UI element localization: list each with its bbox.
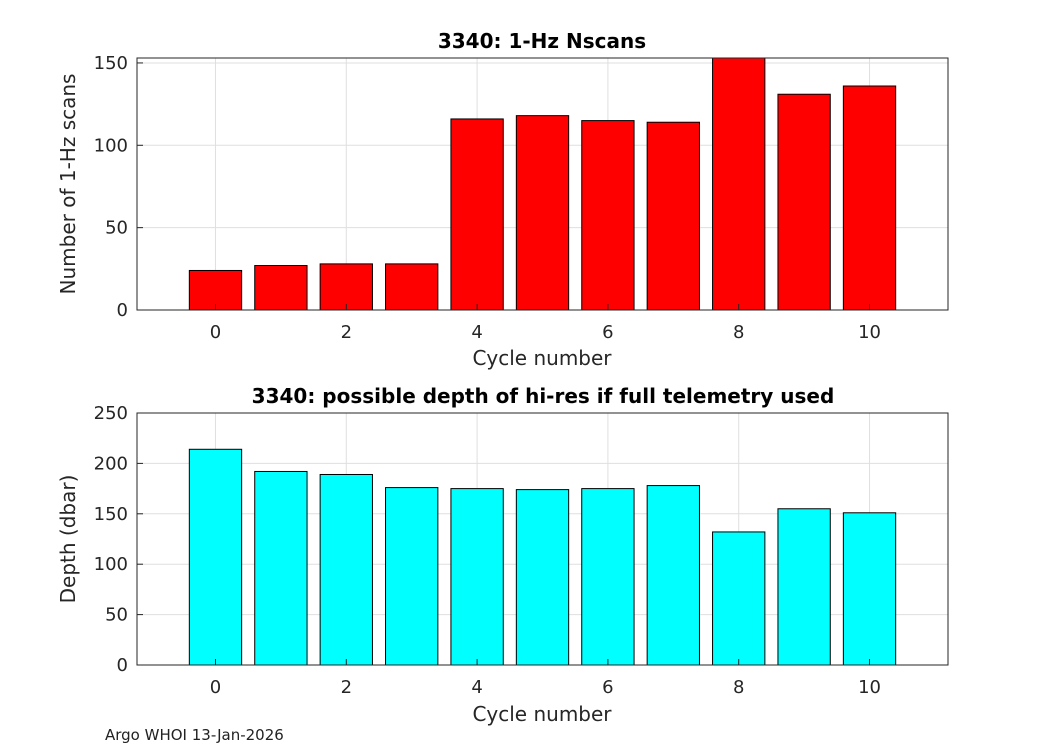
y-tick-label: 200 bbox=[94, 453, 128, 474]
y-tick-label: 250 bbox=[94, 403, 128, 424]
y-tick-label: 150 bbox=[94, 504, 128, 525]
bar-cycle-3 bbox=[385, 487, 439, 666]
bar-cycle-7 bbox=[646, 485, 700, 666]
x-tick-label: 0 bbox=[210, 322, 221, 343]
chart-title-1: 3340: 1-Hz Nscans bbox=[438, 29, 646, 53]
axes-box-2 bbox=[136, 412, 949, 666]
bars-2 bbox=[188, 448, 897, 666]
chart-title-2: 3340: possible depth of hi-res if full t… bbox=[252, 384, 835, 408]
x-tick-label: 8 bbox=[733, 322, 744, 343]
bars-1 bbox=[188, 57, 897, 311]
y-tick-label: 100 bbox=[94, 135, 128, 156]
bar-cycle-7 bbox=[646, 121, 700, 311]
bar-cycle-9 bbox=[777, 93, 831, 311]
x-tick-label: 8 bbox=[733, 677, 744, 698]
bar-cycle-9 bbox=[777, 508, 831, 666]
x-tick-label: 2 bbox=[341, 322, 352, 343]
bar-cycle-2 bbox=[319, 263, 373, 311]
bar-cycle-6 bbox=[581, 120, 635, 311]
bar-cycle-6 bbox=[581, 488, 635, 666]
x-tick-label: 2 bbox=[341, 677, 352, 698]
bar-cycle-4 bbox=[450, 118, 504, 311]
y-tick-label: 0 bbox=[117, 655, 128, 676]
x-tick-label: 0 bbox=[210, 677, 221, 698]
axes-box-1 bbox=[136, 57, 949, 311]
bar-cycle-10 bbox=[842, 85, 897, 311]
x-tick-label: 10 bbox=[858, 322, 881, 343]
bar-cycle-10 bbox=[842, 512, 897, 666]
bar-cycle-0 bbox=[188, 448, 243, 666]
y-axis-label-1: Number of 1-Hz scans bbox=[56, 74, 80, 295]
bar-cycle-2 bbox=[319, 473, 373, 666]
bar-cycle-8 bbox=[712, 57, 766, 311]
bar-cycle-0 bbox=[188, 269, 243, 311]
y-tick-label: 50 bbox=[105, 218, 128, 239]
bar-cycle-5 bbox=[515, 115, 570, 311]
y-tick-label: 100 bbox=[94, 554, 128, 575]
x-tick-label: 4 bbox=[471, 677, 482, 698]
bar-cycle-3 bbox=[385, 263, 439, 311]
y-tick-label: 150 bbox=[94, 53, 128, 74]
x-tick-label: 6 bbox=[602, 677, 613, 698]
x-tick-label: 4 bbox=[471, 322, 482, 343]
bar-cycle-4 bbox=[450, 488, 504, 666]
bar-cycle-8 bbox=[712, 531, 766, 666]
bar-cycle-1 bbox=[254, 265, 308, 311]
y-axis-label-2: Depth (dbar) bbox=[56, 475, 80, 604]
x-axis-label-2: Cycle number bbox=[472, 702, 612, 726]
bar-cycle-1 bbox=[254, 470, 308, 666]
bar-cycle-5 bbox=[515, 489, 570, 666]
x-axis-label-1: Cycle number bbox=[472, 346, 612, 370]
x-tick-label: 10 bbox=[858, 677, 881, 698]
y-tick-label: 50 bbox=[105, 605, 128, 626]
x-tick-label: 6 bbox=[602, 322, 613, 343]
footer-credit: Argo WHOI 13-Jan-2026 bbox=[105, 726, 284, 744]
y-tick-label: 0 bbox=[117, 300, 128, 321]
